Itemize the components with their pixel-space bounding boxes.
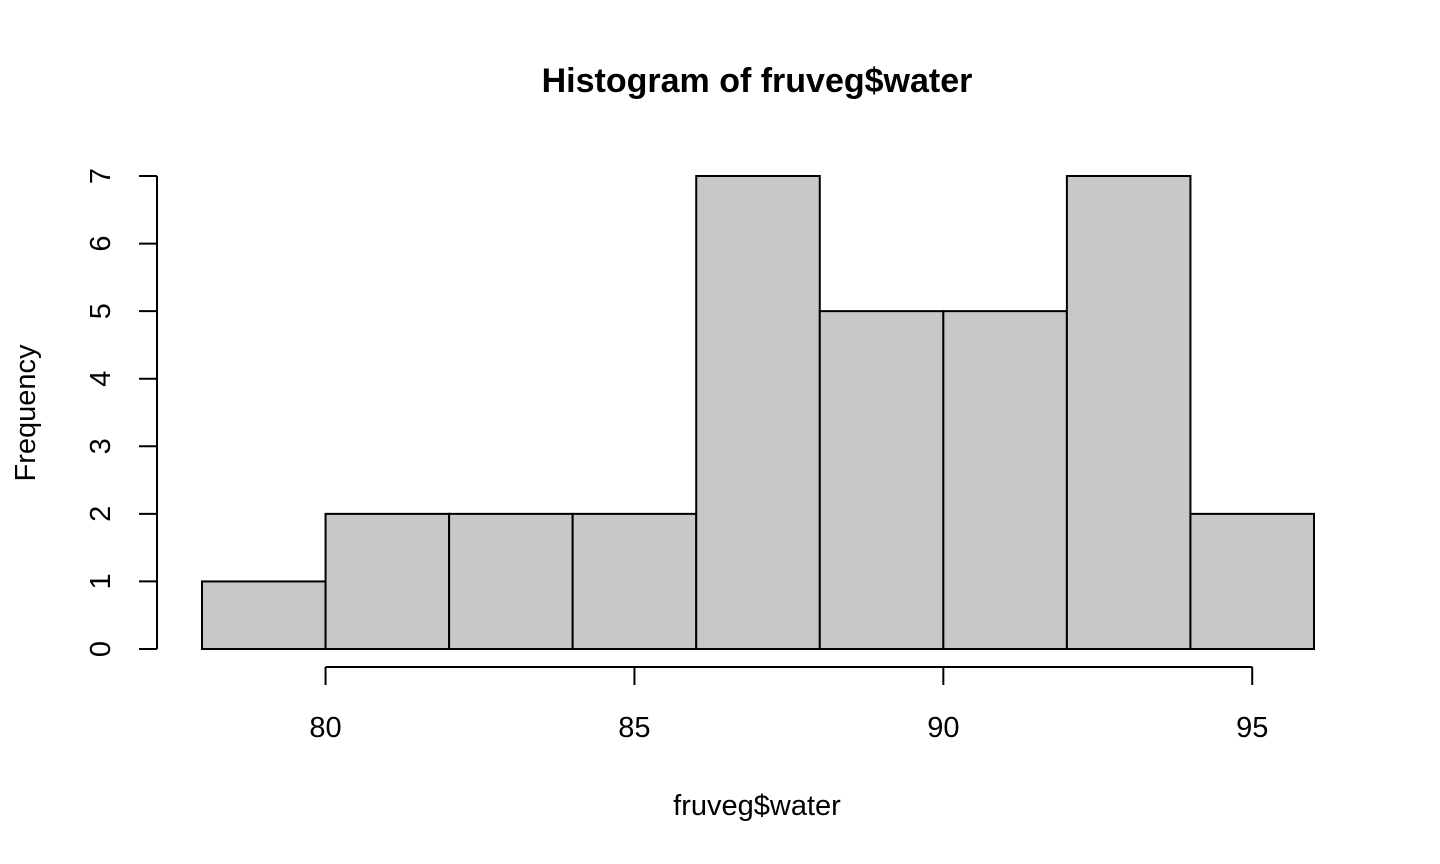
y-tick-label-3: 3	[85, 438, 117, 454]
histogram-bar-3	[571, 512, 698, 650]
x-tick-label-80: 80	[309, 712, 341, 744]
histogram-bar-5	[818, 310, 945, 650]
histogram-bar-2	[448, 512, 574, 650]
x-tick-label-90: 90	[927, 712, 959, 744]
histogram-bar-6	[942, 310, 1068, 650]
y-tick-label-2: 2	[85, 506, 117, 522]
x-tick-label-85: 85	[618, 712, 650, 744]
y-tick-label-1: 1	[85, 573, 117, 589]
x-axis: 80 85 90 95	[309, 666, 1268, 744]
x-axis-label: fruveg$water	[673, 790, 841, 822]
chart-title: Histogram of fruveg$water	[542, 62, 973, 100]
y-tick-label-0: 0	[85, 641, 117, 657]
y-tick-label-5: 5	[85, 303, 117, 319]
x-tick-label-95: 95	[1236, 712, 1268, 744]
y-axis-label: Frequency	[10, 344, 42, 482]
y-tick-label-6: 6	[85, 236, 117, 252]
histogram-bar-1	[324, 512, 451, 650]
histogram-bar-0	[201, 580, 327, 651]
bars-group	[201, 175, 1316, 651]
y-axis: 0 1 2 3 4 5 6 7	[85, 168, 158, 657]
histogram-bar-7	[1065, 175, 1192, 650]
y-tick-label-7: 7	[85, 168, 117, 184]
y-tick-label-4: 4	[85, 371, 117, 387]
histogram-bar-8	[1189, 512, 1316, 650]
histogram-bar-4	[695, 175, 821, 650]
